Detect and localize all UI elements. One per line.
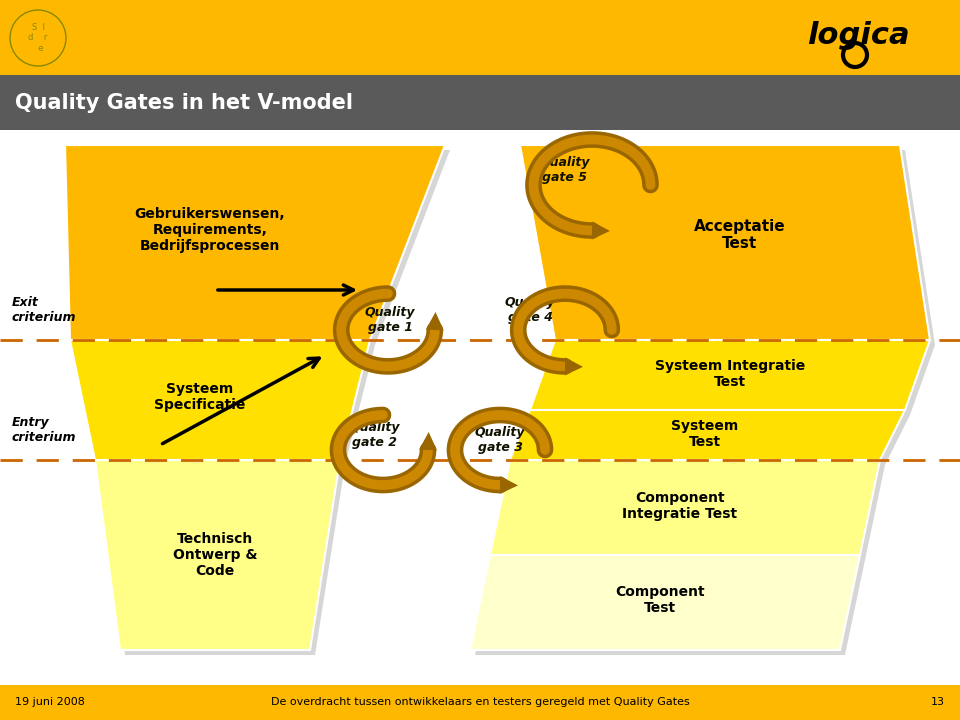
Polygon shape — [475, 560, 865, 655]
Polygon shape — [490, 460, 880, 555]
Polygon shape — [426, 312, 444, 330]
Text: Exit
criterium: Exit criterium — [12, 296, 77, 324]
Text: Component
Test: Component Test — [615, 585, 705, 615]
Polygon shape — [520, 145, 930, 340]
Text: logica: logica — [806, 20, 909, 50]
Text: Systeem
Test: Systeem Test — [671, 419, 738, 449]
Text: Quality
gate 4: Quality gate 4 — [505, 296, 555, 324]
Text: Entry
criterium: Entry criterium — [12, 416, 77, 444]
Text: Quality
gate 5: Quality gate 5 — [540, 156, 590, 184]
Polygon shape — [591, 222, 610, 240]
Bar — [0, 75, 960, 130]
Polygon shape — [525, 150, 935, 345]
Text: Quality Gates in het V-model: Quality Gates in het V-model — [15, 93, 353, 113]
Text: Systeem Integratie
Test: Systeem Integratie Test — [655, 359, 805, 389]
Text: 13: 13 — [931, 697, 945, 707]
Polygon shape — [70, 340, 370, 460]
Text: Quality
gate 1: Quality gate 1 — [365, 306, 416, 334]
Text: 19 juni 2008: 19 juni 2008 — [15, 697, 84, 707]
Polygon shape — [100, 465, 345, 655]
Text: Gebruikerswensen,
Requirements,
Bedrijfsprocessen: Gebruikerswensen, Requirements, Bedrijfs… — [134, 207, 285, 253]
Bar — [0, 0, 960, 75]
Text: Systeem
Specificatie: Systeem Specificatie — [155, 382, 246, 412]
Polygon shape — [500, 476, 518, 494]
Polygon shape — [419, 432, 437, 450]
Polygon shape — [495, 465, 885, 560]
Polygon shape — [65, 145, 445, 340]
Polygon shape — [564, 357, 583, 375]
Text: Acceptatie
Test: Acceptatie Test — [694, 219, 786, 251]
Bar — [0, 685, 960, 720]
Polygon shape — [510, 410, 905, 460]
Polygon shape — [470, 555, 860, 650]
Text: De overdracht tussen ontwikkelaars en testers geregeld met Quality Gates: De overdracht tussen ontwikkelaars en te… — [271, 697, 689, 707]
Polygon shape — [95, 460, 340, 650]
Text: Quality
gate 3: Quality gate 3 — [475, 426, 525, 454]
Text: Component
Integratie Test: Component Integratie Test — [622, 491, 737, 521]
Polygon shape — [70, 150, 450, 345]
Polygon shape — [535, 345, 935, 415]
Polygon shape — [530, 340, 930, 410]
Text: Quality
gate 2: Quality gate 2 — [349, 421, 400, 449]
Text: S  I
d    r
  e: S I d r e — [28, 23, 48, 53]
Polygon shape — [75, 345, 375, 465]
Text: Technisch
Ontwerp &
Code: Technisch Ontwerp & Code — [173, 532, 257, 578]
Polygon shape — [515, 415, 910, 465]
